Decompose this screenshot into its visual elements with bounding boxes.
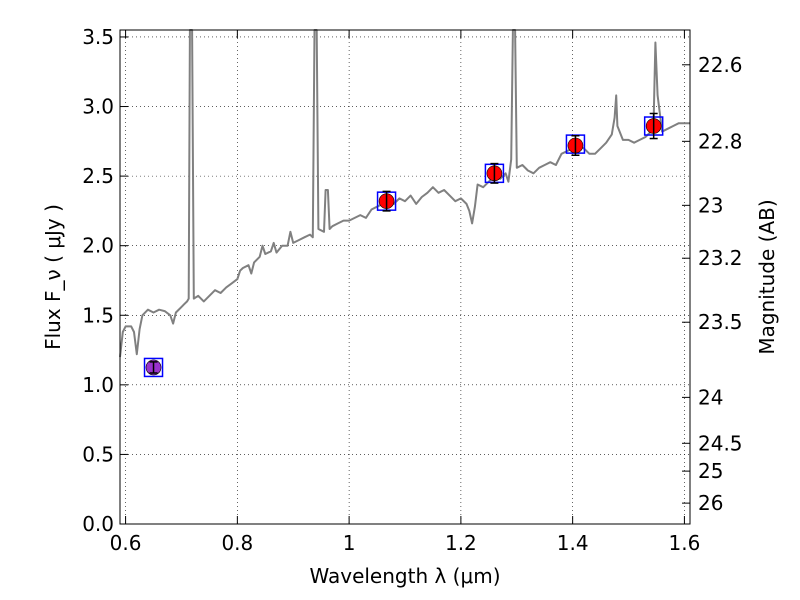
model-photometry-square <box>143 357 164 378</box>
x-tick-label: 1.4 <box>557 531 589 555</box>
y-axis-label-left: Flux F_ν ( μJy ) <box>41 204 65 350</box>
y-tick-label: 0.0 <box>82 512 114 536</box>
x-tick-label: 1.2 <box>445 531 477 555</box>
photometry-points <box>143 112 664 378</box>
right-tick-label: 25 <box>698 459 723 483</box>
y-tick-label: 2.5 <box>82 164 114 188</box>
right-tick-label: 24 <box>698 385 723 409</box>
y-tick-label: 1.0 <box>82 373 114 397</box>
x-tick-label: 0.8 <box>221 531 253 555</box>
y-tick-label: 0.5 <box>82 442 114 466</box>
axis-ticks: 0.6 0.8 1 1.2 1.4 1.6 0.0 0.5 1.0 1.5 2.0 2.5 3.0 3.5… <box>82 25 742 555</box>
y-tick-label: 1.5 <box>82 303 114 327</box>
y-tick-label: 3.5 <box>82 25 114 49</box>
x-tick-label: 0.6 <box>110 531 142 555</box>
right-tick-label: 22.6 <box>698 53 743 77</box>
plot-background <box>120 30 690 524</box>
y-axis-label-right: Magnitude (AB) <box>755 199 779 354</box>
right-tick-label: 23.2 <box>698 246 743 270</box>
plot-frame <box>119 29 691 525</box>
x-tick-label: 1.6 <box>669 531 701 555</box>
spectrum-layer <box>119 29 690 358</box>
right-tick-label: 23 <box>698 193 723 217</box>
spectrum-line <box>119 29 690 358</box>
right-tick-label: 26 <box>698 491 723 515</box>
y-tick-label: 2.0 <box>82 234 114 258</box>
right-tick-label: 22.8 <box>698 129 743 153</box>
y-tick-label: 3.0 <box>82 95 114 119</box>
right-tick-label: 24.5 <box>698 431 743 455</box>
x-tick-label: 1 <box>343 531 356 555</box>
right-tick-label: 23.5 <box>698 310 743 334</box>
x-axis-label: Wavelength λ (μm) <box>309 564 500 588</box>
